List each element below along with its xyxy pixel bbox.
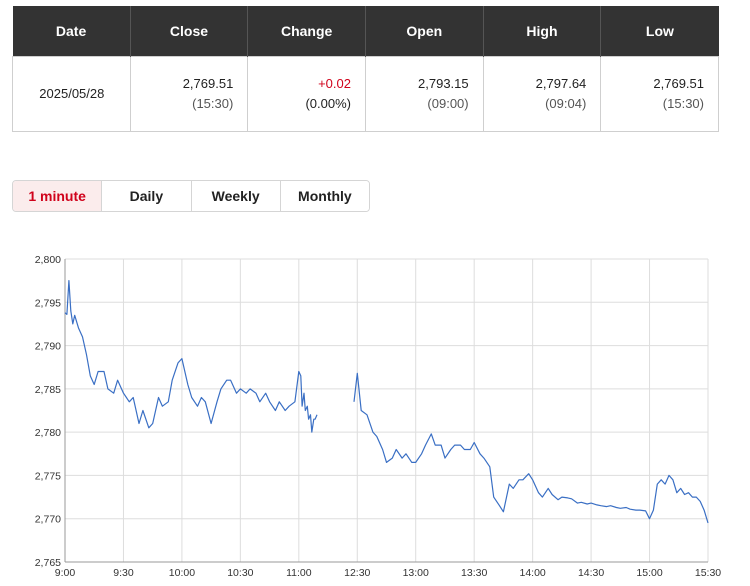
y-tick-label: 2,765 — [35, 557, 61, 569]
x-tick-label: 13:30 — [461, 567, 487, 579]
tab-monthly[interactable]: Monthly — [280, 181, 369, 211]
header-change: Change — [247, 6, 366, 57]
header-date: Date — [12, 6, 131, 57]
low-cell: 2,769.51 (15:30) — [600, 56, 719, 132]
header-high: High — [483, 6, 602, 57]
open-time: (09:00) — [427, 96, 469, 111]
intraday-line-chart: 2,765 2,770 2,775 2,780 2,785 2,790 2,795 2,800… — [35, 254, 722, 579]
close-value: 2,769.51 — [182, 76, 234, 91]
y-tick-label: 2,770 — [35, 514, 61, 526]
x-tick-label: 13:00 — [403, 567, 429, 579]
high-cell: 2,797.64 (09:04) — [482, 56, 602, 132]
low-time: (15:30) — [662, 96, 704, 111]
change-value: +0.02 — [318, 76, 351, 91]
y-tick-label: 2,795 — [35, 297, 61, 309]
high-time: (09:04) — [545, 96, 587, 111]
open-cell: 2,793.15 (09:00) — [364, 56, 484, 132]
change-cell: +0.02 (0.00%) — [247, 56, 366, 132]
low-value: 2,769.51 — [653, 76, 704, 91]
tab-weekly[interactable]: Weekly — [191, 181, 281, 211]
y-tick-label: 2,775 — [35, 470, 61, 482]
x-tick-label: 10:00 — [169, 567, 195, 579]
x-tick-label: 14:00 — [519, 567, 545, 579]
high-value: 2,797.64 — [535, 76, 587, 91]
close-time: (15:30) — [192, 96, 234, 111]
x-tick-label: 10:30 — [227, 567, 253, 579]
x-tick-label: 15:30 — [695, 567, 721, 579]
header-low: Low — [600, 6, 719, 57]
quote-header-row: Date Close Change Open High Low — [12, 6, 719, 57]
series-line — [64, 280, 318, 433]
x-tick-label: 11:00 — [286, 567, 312, 579]
quote-row: 2025/05/28 2,769.51 (15:30) +0.02 (0.00%… — [12, 56, 719, 132]
period-tabs: 1 minute Daily Weekly Monthly — [12, 180, 370, 212]
header-open: Open — [365, 6, 484, 57]
x-tick-label: 15:00 — [636, 567, 662, 579]
tab-daily[interactable]: Daily — [102, 181, 192, 211]
change-percent: (0.00%) — [305, 96, 351, 111]
close-cell: 2,769.51 (15:30) — [129, 56, 249, 132]
date-value: 2025/05/28 — [12, 56, 131, 132]
tab-1-minute[interactable]: 1 minute — [13, 181, 103, 211]
x-tick-label: 9:30 — [113, 567, 134, 579]
y-tick-label: 2,790 — [35, 341, 61, 353]
x-tick-label: 9:00 — [55, 567, 76, 579]
x-tick-label: 14:30 — [578, 567, 604, 579]
x-tick-label: 12:30 — [344, 567, 370, 579]
open-value: 2,793.15 — [418, 76, 469, 91]
y-tick-label: 2,780 — [35, 427, 61, 439]
series-line — [353, 372, 709, 524]
y-tick-label: 2,785 — [35, 384, 61, 396]
quote-table: Date Close Change Open High Low 2025/05/… — [12, 6, 719, 132]
y-tick-label: 2,800 — [35, 254, 61, 266]
header-close: Close — [130, 6, 249, 57]
